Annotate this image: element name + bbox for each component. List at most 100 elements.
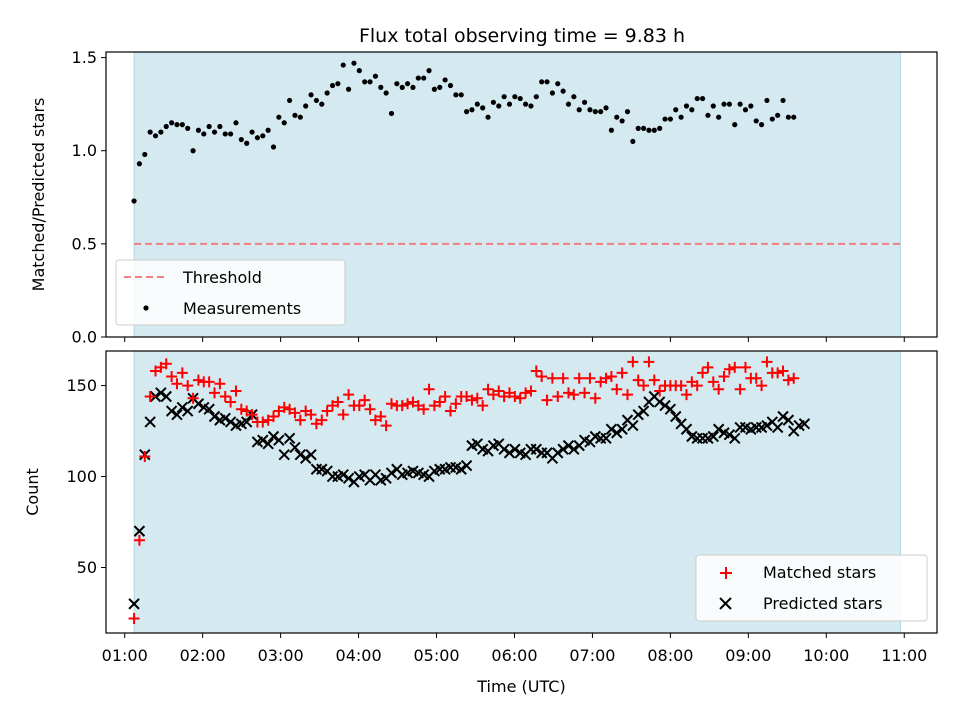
predicted-point (337, 469, 349, 481)
measurement-point (292, 112, 298, 118)
measurement-point (560, 88, 566, 94)
x-tick-label: 02:00 (180, 646, 226, 665)
measurement-point (748, 103, 754, 109)
matched-point (600, 372, 612, 384)
measurement-point (769, 116, 775, 122)
top-legend: Threshold Measurements (115, 259, 346, 326)
measurement-point (587, 107, 593, 113)
measurement-point (614, 114, 620, 120)
matched-point (128, 612, 140, 624)
measurement-point (319, 101, 325, 107)
matched-point (375, 410, 387, 422)
matched-point (144, 390, 156, 402)
predicted-point (305, 448, 317, 461)
measurement-point (147, 129, 153, 135)
matched-point (536, 370, 548, 382)
measurement-point (244, 140, 250, 146)
x-tick-label: 10:00 (803, 646, 849, 665)
y-tick-label: 150 (66, 376, 97, 395)
measurement-point (260, 133, 266, 139)
measurement-point (517, 95, 523, 102)
matched-point (734, 383, 746, 395)
x-marker (719, 597, 732, 610)
measurement-point (152, 133, 159, 139)
predicted-point (455, 463, 467, 475)
y-tick-label: 0.0 (72, 328, 97, 347)
bottom-axes-frame (105, 350, 938, 634)
predicted-point (627, 419, 639, 432)
predicted-point (181, 405, 194, 417)
measurement-point (785, 114, 791, 120)
matched-point (697, 367, 709, 379)
measurement-point (372, 73, 379, 79)
matched-point (289, 407, 301, 419)
legend-matched-swatch (720, 567, 732, 579)
predicted-point (659, 399, 671, 412)
measurement-point (270, 144, 277, 150)
y-tick-label: 0.5 (72, 234, 97, 253)
predicted-point (605, 423, 618, 435)
x-tick-label: 09:00 (725, 646, 771, 665)
predicted-point (557, 443, 569, 455)
matched-point (444, 405, 456, 417)
top-axes-frame (105, 51, 938, 338)
matched-point (616, 367, 628, 379)
measurement-point (512, 94, 518, 100)
predicted-point (637, 405, 650, 417)
top-legend-box (115, 259, 346, 326)
measurement-point (362, 79, 368, 85)
measurement-point (683, 103, 690, 109)
measurement-point (404, 81, 411, 87)
measurement-point (753, 118, 759, 124)
predicted-point (680, 423, 693, 435)
y-tick-label: 50 (77, 558, 97, 577)
matched-point (246, 409, 258, 421)
measurement-point (367, 79, 373, 85)
predicted-point (509, 443, 521, 455)
x-tick-label: 07:00 (569, 646, 615, 665)
matched-point (471, 392, 483, 404)
matched-point (176, 367, 188, 379)
matched-point (364, 403, 376, 415)
matched-point (278, 401, 290, 413)
measurement-point (576, 107, 582, 113)
x-tick-label: 05:00 (413, 646, 459, 665)
matched-point (729, 361, 741, 373)
matched-point (756, 380, 768, 392)
predicted-point (600, 432, 612, 445)
measurement-point (399, 84, 405, 90)
predicted-point (257, 434, 269, 446)
predicted-point (165, 405, 178, 417)
bottom-x-axis: 01:00 02:00 03:00 04:00 05:00 06:00 07:00 08:00… (102, 633, 927, 665)
matched-point (782, 374, 794, 386)
measurement-point (780, 97, 786, 104)
measurement-point (222, 131, 228, 137)
predicted-point (128, 598, 140, 610)
predicted-point (273, 434, 285, 446)
y-tick-label: 1.5 (72, 48, 97, 67)
predicted-point (664, 403, 677, 415)
measurement-point (764, 97, 770, 104)
measurement-point (415, 75, 421, 81)
predicted-point (267, 430, 280, 443)
measurement-point (335, 81, 341, 87)
measurement-point (356, 68, 362, 74)
matched-point (418, 403, 430, 415)
matched-point (337, 409, 349, 421)
measurement-point (608, 127, 614, 133)
measurement-point (276, 114, 282, 120)
matched-point (788, 372, 800, 384)
measurement-point (453, 92, 459, 98)
predicted-point (278, 448, 290, 461)
measurement-point (474, 101, 480, 107)
predicted-point (342, 472, 355, 485)
matched-point (772, 367, 784, 379)
measurement-point (592, 109, 598, 115)
measurement-point (742, 107, 749, 113)
measurement-point (549, 90, 556, 96)
matched-point (166, 370, 178, 382)
predicted-point (498, 443, 510, 455)
matched-point (343, 389, 355, 401)
matched-point (675, 380, 687, 392)
